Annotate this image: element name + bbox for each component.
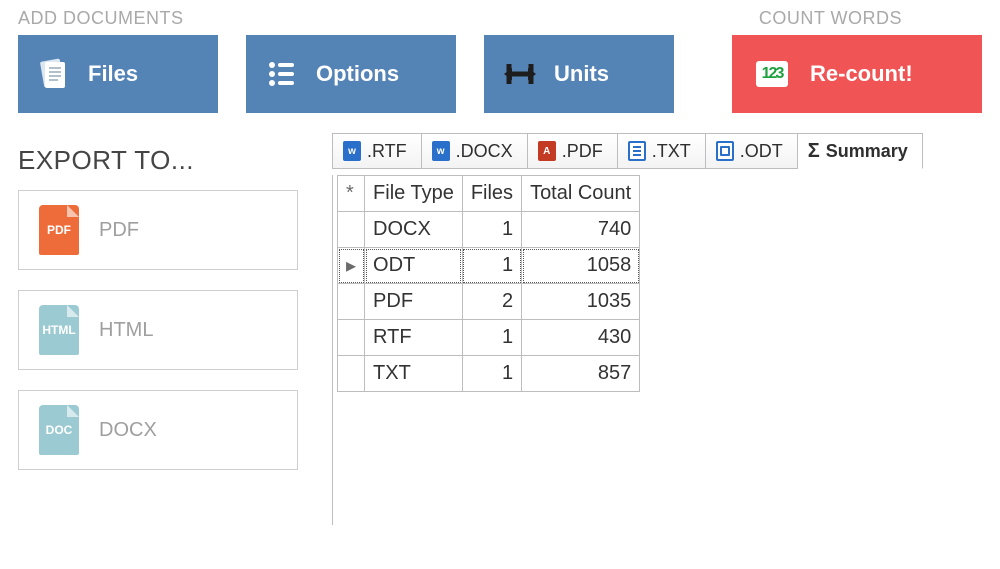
cell-file-type: ODT xyxy=(365,248,463,284)
cell-files: 1 xyxy=(462,212,521,248)
pdf-icon: A xyxy=(538,141,556,161)
row-marker: ▸ xyxy=(338,248,365,284)
toolbar: Files Options Units 123 Re- xyxy=(0,29,1000,131)
export-pdf-button[interactable]: PDF PDF xyxy=(18,190,298,270)
table-header-row: * File Type Files Total Count xyxy=(338,176,640,212)
export-html-button[interactable]: HTML HTML xyxy=(18,290,298,370)
cell-total: 1035 xyxy=(522,284,640,320)
options-icon xyxy=(264,56,300,92)
files-icon xyxy=(36,56,72,92)
files-button[interactable]: Files xyxy=(18,35,218,113)
table-row[interactable]: PDF21035 xyxy=(338,284,640,320)
tab-odt[interactable]: .ODT xyxy=(706,133,798,169)
tab-txt-label: .TXT xyxy=(652,141,691,162)
tab-odt-label: .ODT xyxy=(740,141,783,162)
tab-summary[interactable]: Σ Summary xyxy=(798,133,923,169)
html-file-icon: HTML xyxy=(39,305,79,355)
pdf-file-icon: PDF xyxy=(39,205,79,255)
corner-cell: * xyxy=(338,176,365,212)
units-button-label: Units xyxy=(554,61,609,87)
tab-rtf-label: .RTF xyxy=(367,141,407,162)
row-marker xyxy=(338,320,365,356)
files-button-label: Files xyxy=(88,61,138,87)
export-sidebar: EXPORT TO... PDF PDF HTML HTML DOC DOCX xyxy=(18,131,318,525)
cell-files: 1 xyxy=(462,320,521,356)
tab-txt[interactable]: .TXT xyxy=(618,133,706,169)
export-docx-label: DOCX xyxy=(99,419,157,442)
txt-icon xyxy=(628,141,646,161)
sigma-icon: Σ xyxy=(808,140,820,163)
row-marker xyxy=(338,356,365,392)
table-row[interactable]: DOCX1740 xyxy=(338,212,640,248)
cell-file-type: TXT xyxy=(365,356,463,392)
units-icon xyxy=(502,56,538,92)
count-words-label: COUNT WORDS xyxy=(759,8,902,29)
export-pdf-label: PDF xyxy=(99,219,139,242)
cell-files: 2 xyxy=(462,284,521,320)
cell-total: 430 xyxy=(522,320,640,356)
cell-total: 857 xyxy=(522,356,640,392)
table-row[interactable]: TXT1857 xyxy=(338,356,640,392)
options-button-label: Options xyxy=(316,61,399,87)
add-documents-label: ADD DOCUMENTS xyxy=(18,8,184,29)
table-row[interactable]: RTF1430 xyxy=(338,320,640,356)
row-marker xyxy=(338,284,365,320)
summary-table: * File Type Files Total Count DOCX1740▸O… xyxy=(337,175,640,392)
recount-button-label: Re-count! xyxy=(810,61,913,87)
word-icon: w xyxy=(432,141,450,161)
cell-file-type: PDF xyxy=(365,284,463,320)
units-button[interactable]: Units xyxy=(484,35,674,113)
cell-file-type: RTF xyxy=(365,320,463,356)
export-to-heading: EXPORT TO... xyxy=(18,145,318,176)
odt-icon xyxy=(716,141,734,161)
export-html-label: HTML xyxy=(99,319,153,342)
tab-pdf[interactable]: A .PDF xyxy=(528,133,618,169)
tab-docx-label: .DOCX xyxy=(456,141,513,162)
col-file-type[interactable]: File Type xyxy=(365,176,463,212)
export-docx-button[interactable]: DOC DOCX xyxy=(18,390,298,470)
cell-file-type: DOCX xyxy=(365,212,463,248)
row-marker xyxy=(338,212,365,248)
doc-file-icon: DOC xyxy=(39,405,79,455)
col-files[interactable]: Files xyxy=(462,176,521,212)
word-icon: w xyxy=(343,141,361,161)
cell-files: 1 xyxy=(462,248,521,284)
tab-summary-label: Summary xyxy=(826,141,908,162)
cell-files: 1 xyxy=(462,356,521,392)
cell-total: 1058 xyxy=(522,248,640,284)
tab-bar: w .RTF w .DOCX A .PDF .TXT .ODT Σ Summar xyxy=(332,133,1000,169)
recount-button[interactable]: 123 Re-count! xyxy=(732,35,982,113)
table-row[interactable]: ▸ODT11058 xyxy=(338,248,640,284)
tab-pdf-label: .PDF xyxy=(562,141,603,162)
cell-total: 740 xyxy=(522,212,640,248)
recount-icon: 123 xyxy=(750,56,794,92)
tab-rtf[interactable]: w .RTF xyxy=(333,133,422,169)
tab-docx[interactable]: w .DOCX xyxy=(422,133,528,169)
col-total-count[interactable]: Total Count xyxy=(522,176,640,212)
options-button[interactable]: Options xyxy=(246,35,456,113)
content-area: w .RTF w .DOCX A .PDF .TXT .ODT Σ Summar xyxy=(332,131,1000,525)
